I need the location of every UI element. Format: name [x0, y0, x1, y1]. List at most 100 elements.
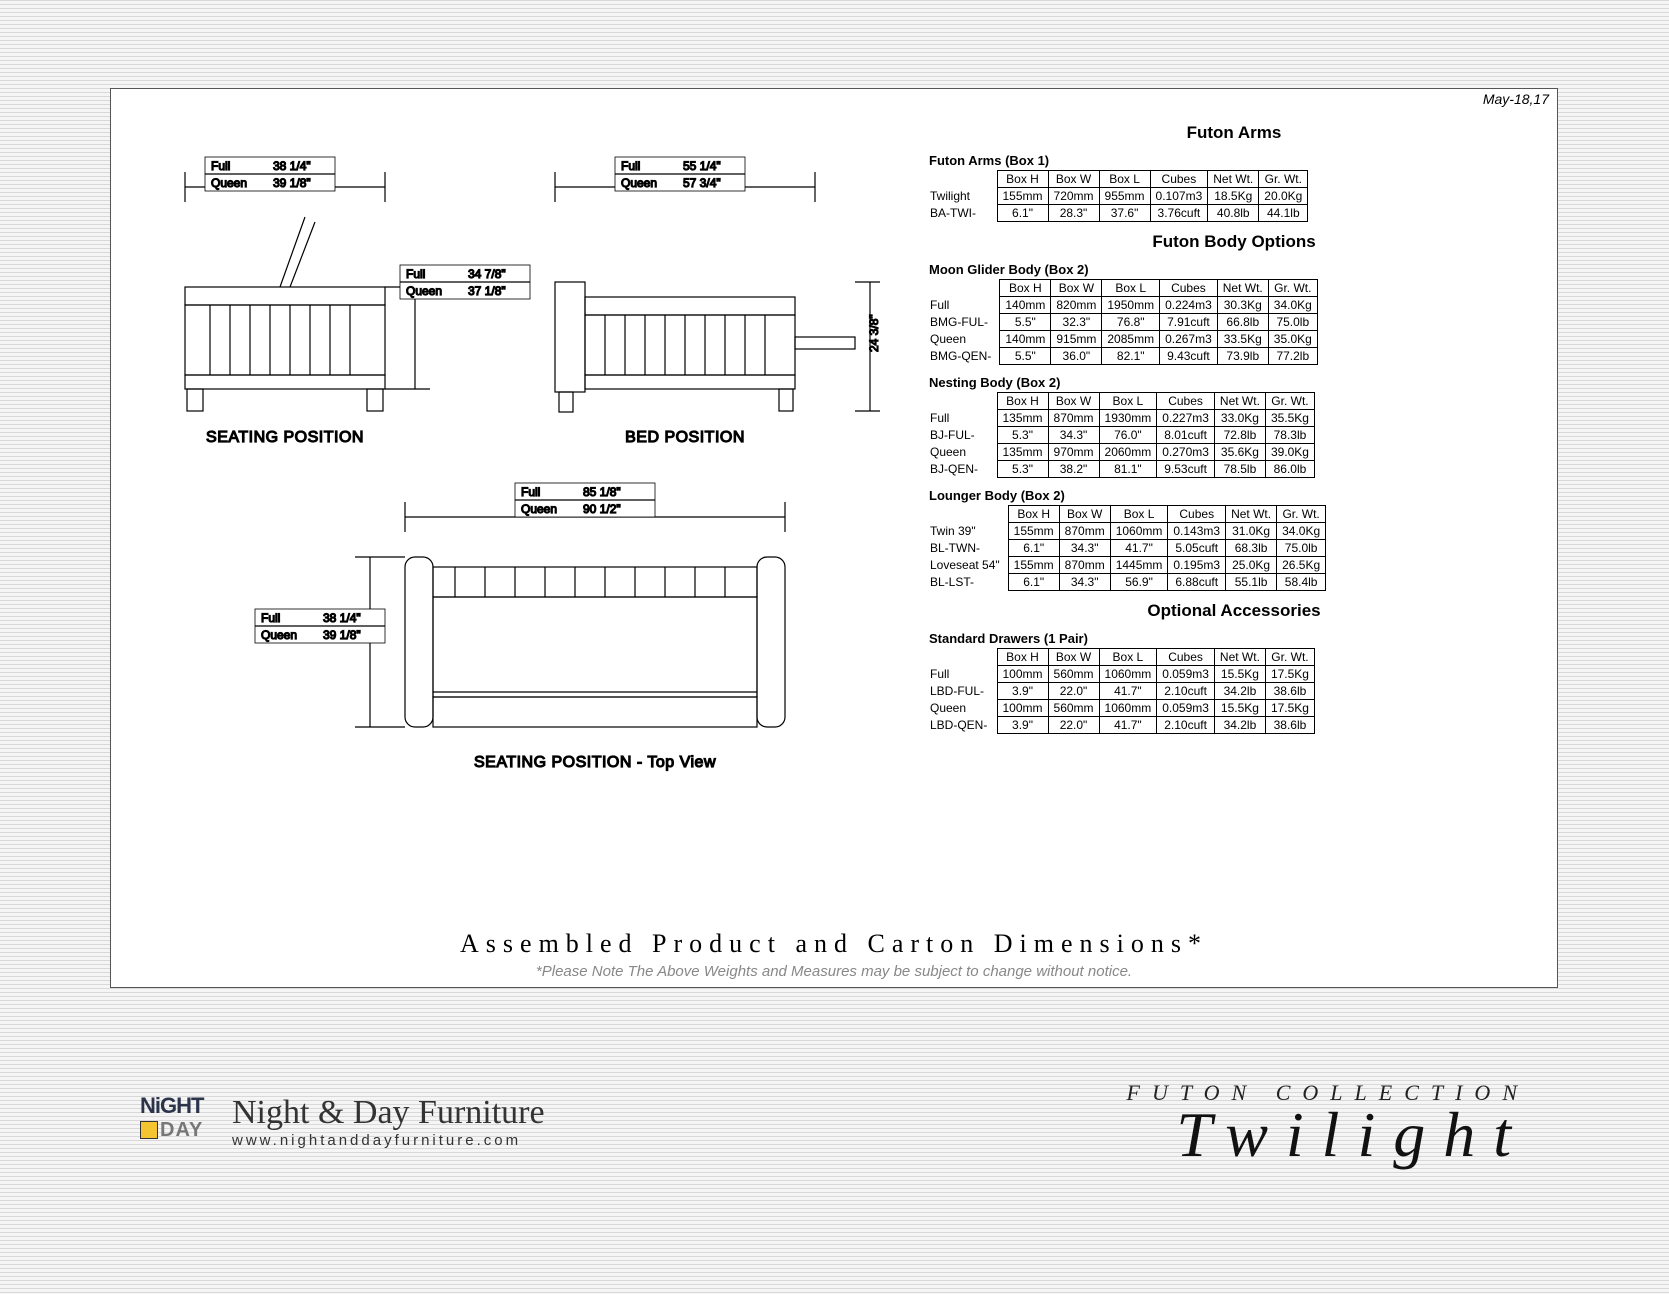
- brand-name: Night & Day Furniture: [232, 1094, 545, 1132]
- col-header: Net Wt.: [1214, 649, 1265, 666]
- cell: 9.43cuft: [1160, 348, 1218, 365]
- dim-value: 34 7/8": [468, 267, 506, 281]
- row-label: Queen: [925, 331, 1000, 348]
- cell: 135mm: [997, 410, 1048, 427]
- cell: 2.10cuft: [1157, 683, 1215, 700]
- cell: 18.5Kg: [1208, 188, 1259, 205]
- cell: 560mm: [1048, 700, 1099, 717]
- dim-label: Full: [621, 159, 640, 173]
- cell: 34.2lb: [1214, 717, 1265, 734]
- bed-label: BED POSITION: [625, 429, 745, 446]
- col-header: Box H: [997, 393, 1048, 410]
- cell: 3.76cuft: [1150, 205, 1208, 222]
- row-label: Queen: [925, 700, 997, 717]
- dim-value: 38 1/4": [273, 159, 311, 173]
- dim-value: 39 1/8": [323, 628, 361, 642]
- cell: 7.91cuft: [1160, 314, 1218, 331]
- dim-label: Queen: [211, 176, 247, 190]
- dim-value: 37 1/8": [468, 284, 506, 298]
- cell: 0.224m3: [1160, 297, 1218, 314]
- cell: 22.0": [1048, 717, 1099, 734]
- col-header: Cubes: [1150, 171, 1208, 188]
- cell: 135mm: [997, 444, 1048, 461]
- lounger-table: Box HBox WBox LCubesNet Wt.Gr. Wt.Twin 3…: [925, 505, 1326, 591]
- cell: 41.7": [1099, 717, 1157, 734]
- cell: 2085mm: [1102, 331, 1160, 348]
- col-header: Box H: [1008, 506, 1059, 523]
- dim-label: Queen: [621, 176, 657, 190]
- cell: 870mm: [1048, 410, 1099, 427]
- row-label: Loveseat 54": [925, 557, 1008, 574]
- cell: 31.0Kg: [1226, 523, 1277, 540]
- cell: 78.5lb: [1214, 461, 1265, 478]
- cell: 1060mm: [1099, 666, 1157, 683]
- dim-value: 55 1/4": [683, 159, 721, 173]
- cell: 35.6Kg: [1214, 444, 1265, 461]
- arms-heading: Futon Arms: [925, 123, 1543, 143]
- cell: 32.3": [1051, 314, 1102, 331]
- logo-icon: NiGHT DAY: [140, 1093, 218, 1151]
- cell: 155mm: [997, 188, 1048, 205]
- table-title: Moon Glider Body (Box 2): [929, 262, 1543, 277]
- cell: 9.53cuft: [1157, 461, 1215, 478]
- cell: 5.3": [997, 461, 1048, 478]
- drawers-table: Box HBox WBox LCubesNet Wt.Gr. Wt.Full10…: [925, 648, 1315, 734]
- dim-label: Full: [406, 267, 425, 281]
- cell: 0.143m3: [1168, 523, 1226, 540]
- cell: 30.3Kg: [1217, 297, 1268, 314]
- acc-heading: Optional Accessories: [925, 601, 1543, 621]
- assembled-title: Assembled Product and Carton Dimensions*: [125, 929, 1543, 959]
- cell: 26.5Kg: [1277, 557, 1326, 574]
- col-header: Net Wt.: [1214, 393, 1265, 410]
- spec-sheet: May-18,17 Full 38 1/4" Queen 39 1/8": [110, 88, 1558, 988]
- dim-value: 39 1/8": [273, 176, 311, 190]
- cell: 5.05cuft: [1168, 540, 1226, 557]
- dim-label: Queen: [521, 502, 557, 516]
- dim-value: 38 1/4": [323, 611, 361, 625]
- dim-label: Full: [261, 611, 280, 625]
- cell: 720mm: [1048, 188, 1099, 205]
- row-label: BA-TWI-: [925, 205, 997, 222]
- cell: 1060mm: [1110, 523, 1168, 540]
- cell: 6.88cuft: [1168, 574, 1226, 591]
- col-header: Gr. Wt.: [1268, 280, 1317, 297]
- cell: 75.0lb: [1277, 540, 1326, 557]
- cell: 58.4lb: [1277, 574, 1326, 591]
- cell: 915mm: [1051, 331, 1102, 348]
- cell: 870mm: [1059, 523, 1110, 540]
- cell: 44.1lb: [1259, 205, 1308, 222]
- col-header: Box W: [1048, 393, 1099, 410]
- cell: 41.7": [1110, 540, 1168, 557]
- col-header: Box W: [1051, 280, 1102, 297]
- cell: 82.1": [1102, 348, 1160, 365]
- dim-value: 57 3/4": [683, 176, 721, 190]
- sun-icon: [140, 1121, 158, 1139]
- cell: 17.5Kg: [1265, 666, 1314, 683]
- cell: 870mm: [1059, 557, 1110, 574]
- row-label: BMG-FUL-: [925, 314, 1000, 331]
- col-header: Box H: [1000, 280, 1051, 297]
- cell: 0.059m3: [1157, 666, 1215, 683]
- col-header: Gr. Wt.: [1265, 393, 1314, 410]
- collection-title: Twilight: [1127, 1106, 1530, 1164]
- cell: 6.1": [997, 205, 1048, 222]
- cell: 34.0Kg: [1277, 523, 1326, 540]
- col-header: Gr. Wt.: [1265, 649, 1314, 666]
- row-label: LBD-QEN-: [925, 717, 997, 734]
- row-label: Queen: [925, 444, 997, 461]
- cell: 6.1": [1008, 574, 1059, 591]
- cell: 155mm: [1008, 557, 1059, 574]
- cell: 35.0Kg: [1268, 331, 1317, 348]
- col-header: Gr. Wt.: [1259, 171, 1308, 188]
- cell: 6.1": [1008, 540, 1059, 557]
- cell: 100mm: [997, 700, 1048, 717]
- dim-value: 24 3/8": [867, 314, 881, 352]
- cell: 34.2lb: [1214, 683, 1265, 700]
- cell: 5.3": [997, 427, 1048, 444]
- cell: 38.6lb: [1265, 683, 1314, 700]
- table-title: Nesting Body (Box 2): [929, 375, 1543, 390]
- brand: NiGHT DAY Night & Day Furniture www.nigh…: [140, 1093, 545, 1151]
- cell: 3.9": [997, 717, 1048, 734]
- dim-label: Full: [521, 485, 540, 499]
- cell: 28.3": [1048, 205, 1099, 222]
